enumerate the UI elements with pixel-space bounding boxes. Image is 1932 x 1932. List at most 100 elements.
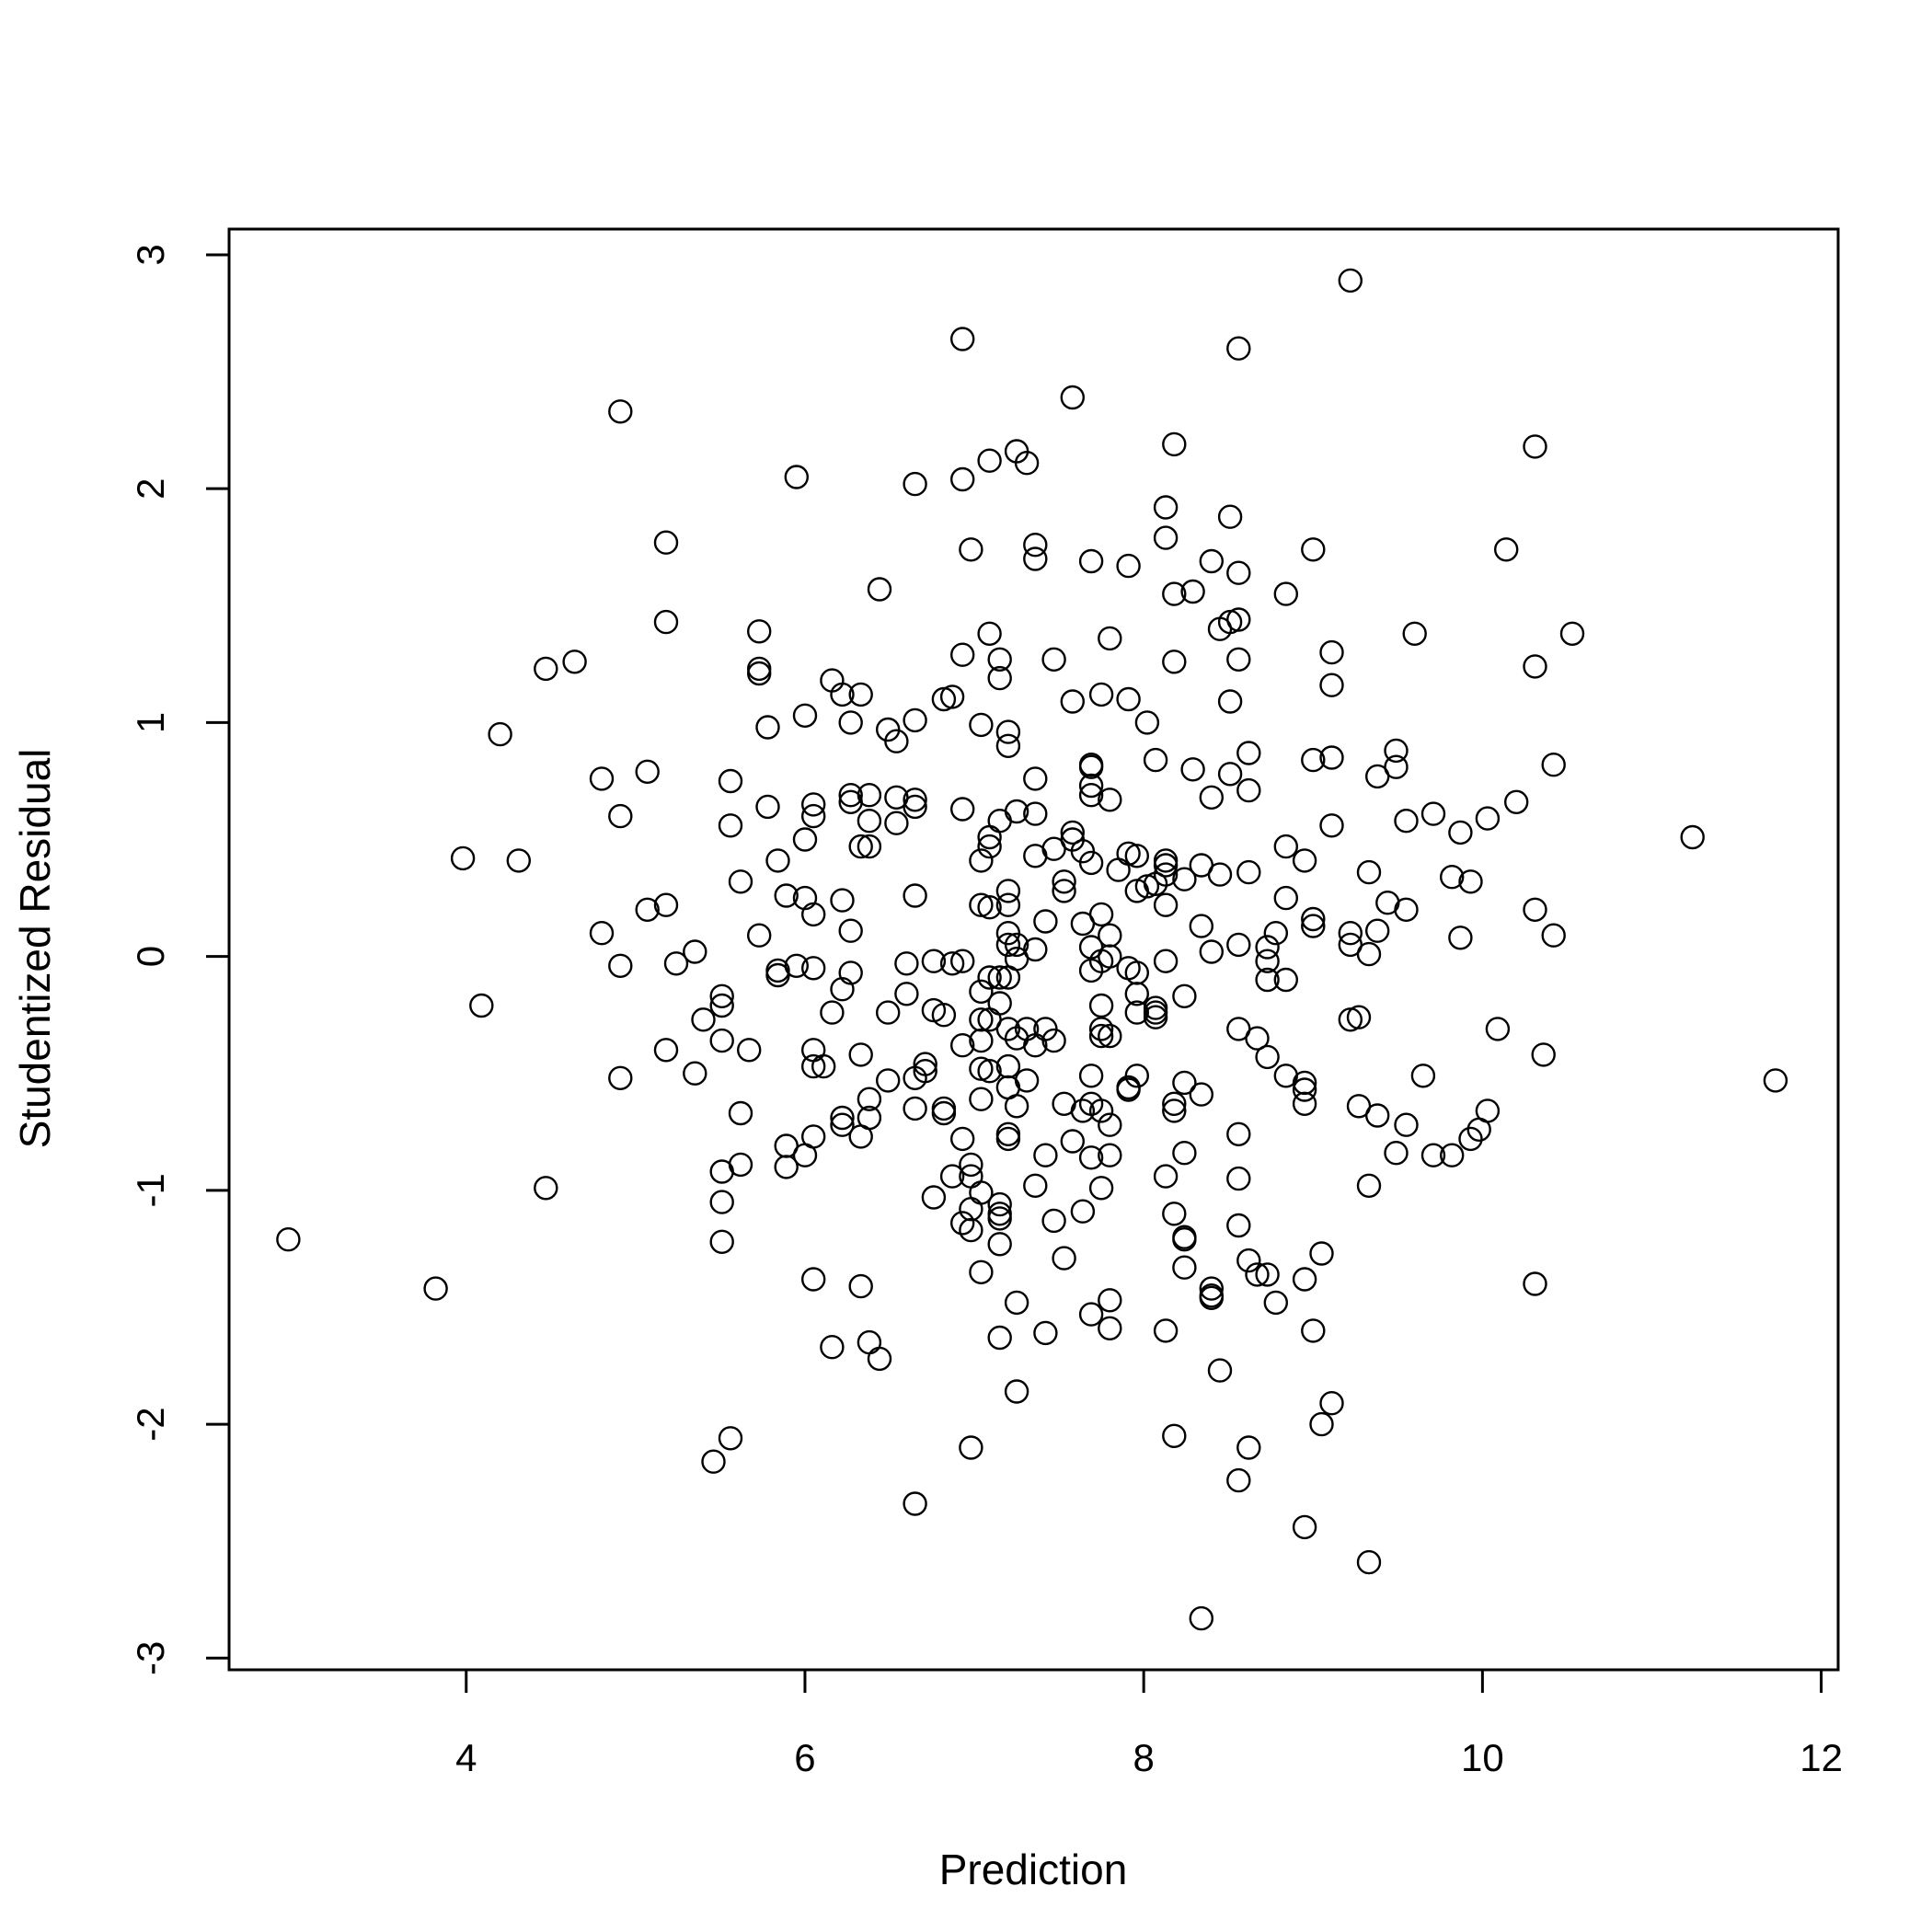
data-point: [1060, 820, 1086, 845]
data-point: [1098, 1143, 1122, 1167]
data-point: [987, 665, 1012, 691]
data-point: [1319, 745, 1344, 770]
data-point: [1023, 937, 1048, 962]
data-point: [931, 1002, 957, 1028]
data-point: [1309, 1241, 1334, 1266]
y-tick-label: 3: [129, 244, 172, 265]
data-point: [949, 327, 975, 351]
data-point: [987, 965, 1012, 990]
data-point: [1088, 1017, 1114, 1041]
y-tick-label: -3: [129, 1641, 172, 1675]
y-axis: -3 -2 -1 0 1 2 3: [129, 244, 231, 1675]
data-point: [774, 883, 799, 908]
data-point: [884, 729, 909, 753]
data-point: [1319, 1390, 1344, 1416]
data-point: [1014, 1068, 1040, 1093]
data-point: [1098, 923, 1122, 948]
data-point: [1052, 1246, 1076, 1271]
y-tick-label: -1: [129, 1173, 172, 1207]
data-point: [1263, 1290, 1289, 1316]
data-point: [1384, 1140, 1409, 1166]
data-point: [1309, 1411, 1334, 1437]
data-point: [1292, 1091, 1317, 1117]
data-point: [1319, 639, 1344, 665]
data-point: [653, 892, 679, 917]
data-point: [931, 1100, 957, 1126]
data-point: [1180, 579, 1205, 604]
data-point: [903, 471, 927, 497]
data-point: [1503, 789, 1529, 814]
data-point: [728, 869, 753, 894]
data-point: [969, 848, 994, 873]
data-point: [939, 684, 965, 709]
data-point: [939, 951, 965, 976]
data-point: [1199, 548, 1225, 574]
data-point: [1541, 923, 1566, 948]
data-point: [894, 982, 919, 1006]
data-point: [867, 577, 892, 602]
data-point: [608, 953, 633, 979]
data-point: [830, 1112, 855, 1137]
data-point: [1226, 1166, 1251, 1191]
data-point: [1292, 1514, 1317, 1540]
x-axis-title: Prediction: [939, 1846, 1128, 1893]
data-point: [1070, 1199, 1096, 1224]
data-point: [1207, 1358, 1233, 1383]
data-point: [709, 1229, 734, 1255]
data-point: [987, 991, 1012, 1016]
data-point: [1217, 762, 1243, 787]
data-point: [1292, 848, 1317, 873]
data-point: [1523, 434, 1547, 459]
data-point: [728, 1152, 753, 1178]
data-point: [1245, 1262, 1270, 1287]
data-point: [1420, 1143, 1446, 1167]
data-point: [1023, 533, 1048, 558]
data-point: [1394, 897, 1419, 922]
data-point: [1226, 607, 1251, 632]
data-point: [1172, 1070, 1197, 1096]
data-point: [1255, 967, 1280, 993]
data-point: [1226, 560, 1251, 585]
data-point: [1124, 1000, 1150, 1025]
data-point: [1226, 1467, 1251, 1493]
data-point: [969, 1180, 994, 1205]
data-point: [747, 661, 772, 686]
data-point: [977, 965, 1002, 990]
data-point: [1088, 1098, 1114, 1123]
data-point: [1226, 336, 1251, 361]
data-point: [987, 1206, 1012, 1231]
data-point: [949, 1126, 975, 1152]
x-tick-label: 10: [1461, 1736, 1504, 1779]
data-point: [1098, 1023, 1122, 1049]
data-point: [1364, 918, 1390, 943]
data-point: [903, 1096, 927, 1121]
data-point: [653, 530, 679, 555]
data-point: [959, 1217, 983, 1243]
data-point: [450, 845, 476, 871]
data-point: [903, 788, 927, 812]
data-point: [987, 1191, 1012, 1217]
data-point: [709, 1190, 734, 1214]
data-point: [1523, 1271, 1547, 1296]
data-point: [838, 783, 863, 808]
data-point: [709, 983, 734, 1009]
data-point: [1098, 1316, 1122, 1341]
data-point: [1041, 647, 1066, 672]
data-point: [830, 1105, 855, 1131]
data-point: [1273, 834, 1299, 859]
data-point: [737, 1038, 762, 1063]
data-point: [1199, 1276, 1225, 1301]
data-point: [977, 1058, 1002, 1084]
data-point: [1763, 1068, 1788, 1093]
data-point: [1255, 935, 1280, 960]
data-point: [913, 1058, 937, 1084]
data-point: [691, 1007, 716, 1032]
data-point: [1475, 806, 1501, 831]
data-point: [1078, 1064, 1104, 1088]
data-point: [1384, 738, 1409, 764]
data-point: [1162, 1423, 1187, 1449]
y-axis-title: Studentized Residual: [11, 749, 59, 1149]
data-point: [765, 848, 790, 873]
data-point: [949, 1211, 975, 1236]
data-point: [709, 993, 734, 1018]
